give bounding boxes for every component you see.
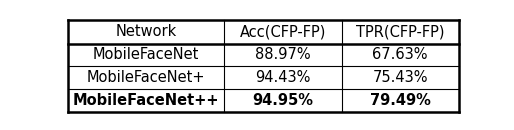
Text: MobileFaceNet+: MobileFaceNet+ bbox=[87, 70, 206, 85]
Text: 88.97%: 88.97% bbox=[255, 47, 311, 62]
Text: 94.43%: 94.43% bbox=[255, 70, 310, 85]
Text: 79.49%: 79.49% bbox=[370, 93, 431, 108]
Text: Acc(CFP-FP): Acc(CFP-FP) bbox=[240, 24, 326, 39]
Text: Network: Network bbox=[116, 24, 177, 39]
Text: 94.95%: 94.95% bbox=[252, 93, 314, 108]
Text: 67.63%: 67.63% bbox=[372, 47, 428, 62]
Text: TPR(CFP-FP): TPR(CFP-FP) bbox=[356, 24, 444, 39]
Text: MobileFaceNet++: MobileFaceNet++ bbox=[73, 93, 219, 108]
Text: 75.43%: 75.43% bbox=[372, 70, 428, 85]
Text: MobileFaceNet: MobileFaceNet bbox=[93, 47, 199, 62]
